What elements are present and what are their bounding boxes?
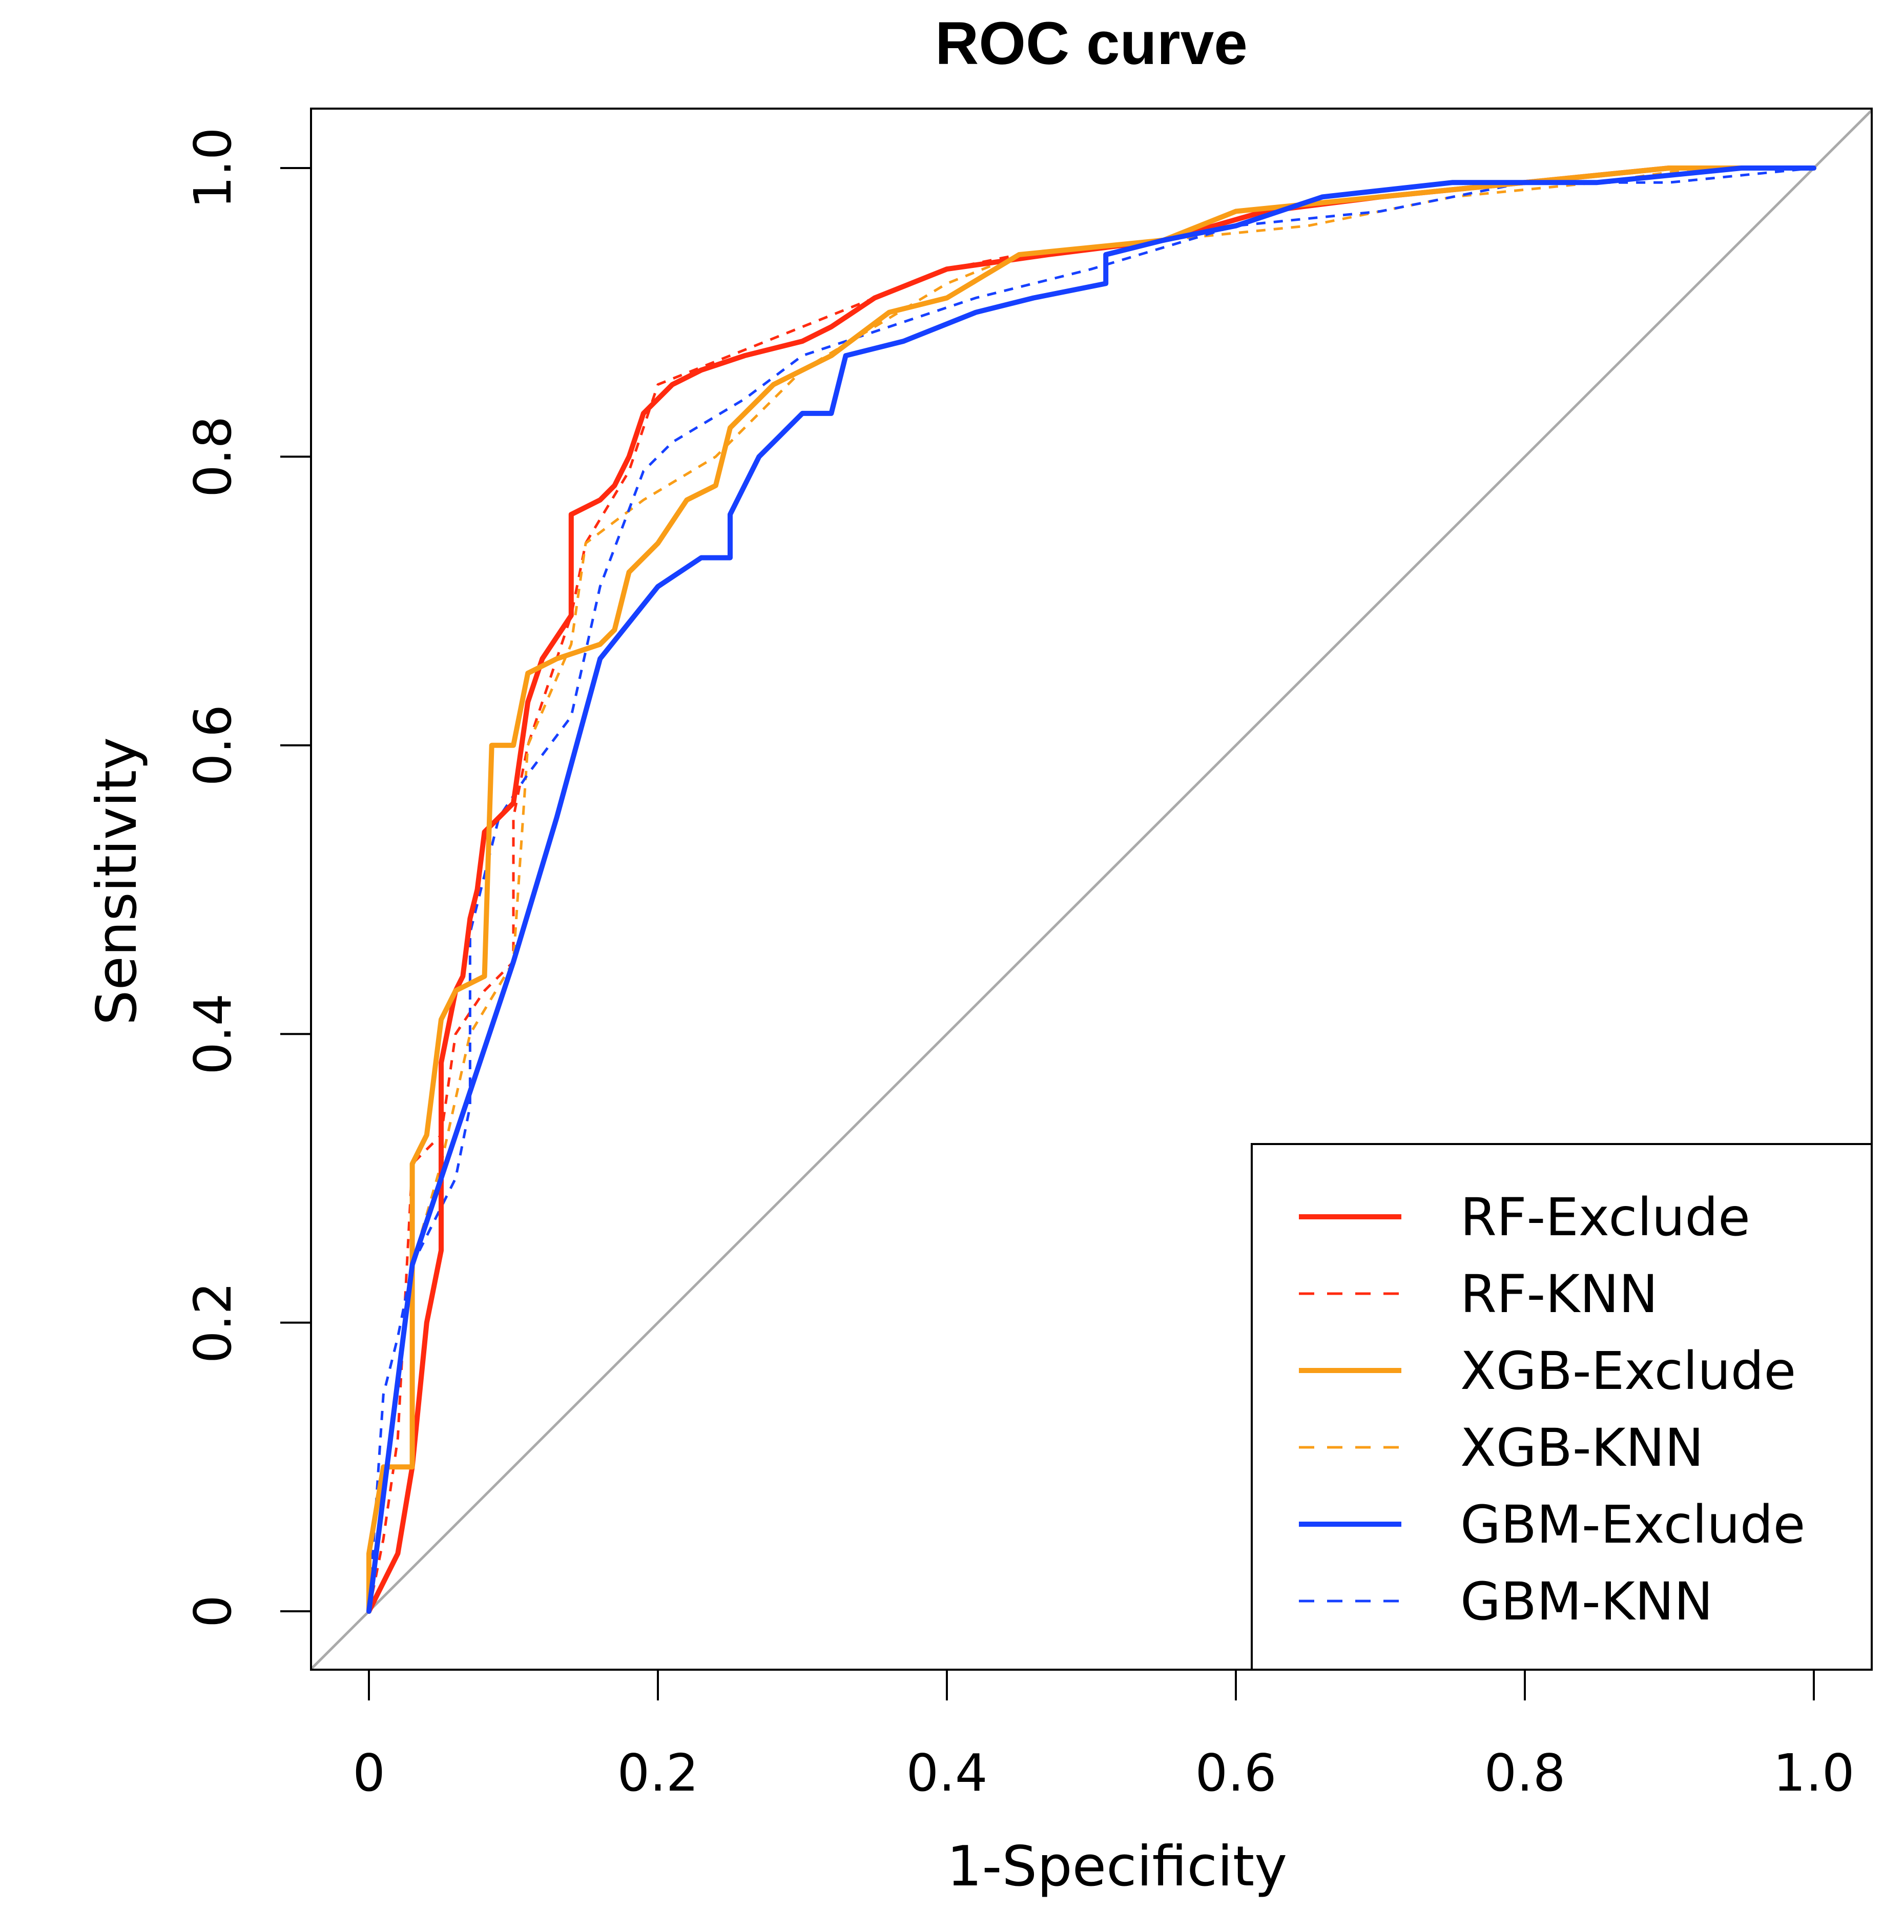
y-tick-label: 0.8 bbox=[183, 416, 243, 497]
legend-label-xgb-knn: XGB-KNN bbox=[1460, 1418, 1704, 1479]
roc-series bbox=[366, 165, 1816, 1614]
series-line-xgb-exclude bbox=[366, 165, 1816, 1614]
y-tick-label: 0.6 bbox=[183, 704, 243, 786]
x-tick-label: 0.8 bbox=[1484, 1743, 1565, 1803]
chart-title: ROC curve bbox=[935, 10, 1248, 77]
x-tick-label: 0.2 bbox=[617, 1743, 698, 1803]
plot-frame bbox=[310, 108, 1873, 1671]
x-axis-ticks: 0 0.2 0.4 0.6 0.8 1.0 bbox=[353, 1670, 1855, 1803]
y-tick-label: 0.2 bbox=[183, 1282, 243, 1363]
y-tick-label: 0.4 bbox=[183, 993, 243, 1075]
legend-label-rf-knn: RF-KNN bbox=[1460, 1264, 1658, 1325]
x-tick-label: 0 bbox=[353, 1743, 385, 1803]
reference-diagonal bbox=[310, 109, 1873, 1670]
legend-items: RF-Exclude RF-KNN XGB-Exclude XGB-KNN GBM-Ex… bbox=[1299, 1187, 1805, 1632]
legend-label-xgb-exclude: XGB-Exclude bbox=[1460, 1341, 1796, 1402]
legend-label-rf-exclude: RF-Exclude bbox=[1460, 1187, 1750, 1248]
series-line-gbm-knn bbox=[367, 167, 1814, 1612]
series-line-gbm-exclude bbox=[366, 165, 1816, 1614]
legend-label-gbm-exclude: GBM-Exclude bbox=[1460, 1494, 1805, 1555]
x-axis-label: 1-Specificity bbox=[947, 1835, 1287, 1899]
legend-box bbox=[1251, 1143, 1873, 1671]
x-tick-label: 0.4 bbox=[906, 1743, 987, 1803]
legend-label-gbm-knn: GBM-KNN bbox=[1460, 1571, 1713, 1632]
x-tick-label: 0.6 bbox=[1195, 1743, 1276, 1803]
y-axis-label: Sensitivity bbox=[85, 737, 149, 1025]
y-tick-label: 0 bbox=[183, 1595, 243, 1628]
x-tick-label: 1.0 bbox=[1773, 1743, 1854, 1803]
y-tick-label: 1.0 bbox=[183, 127, 243, 209]
series-line-xgb-knn bbox=[367, 167, 1814, 1612]
y-axis-ticks: 0 0.2 0.4 0.6 0.8 1.0 bbox=[183, 127, 311, 1628]
legend: RF-Exclude RF-KNN XGB-Exclude XGB-KNN GBM-Ex… bbox=[1251, 1143, 1873, 1671]
